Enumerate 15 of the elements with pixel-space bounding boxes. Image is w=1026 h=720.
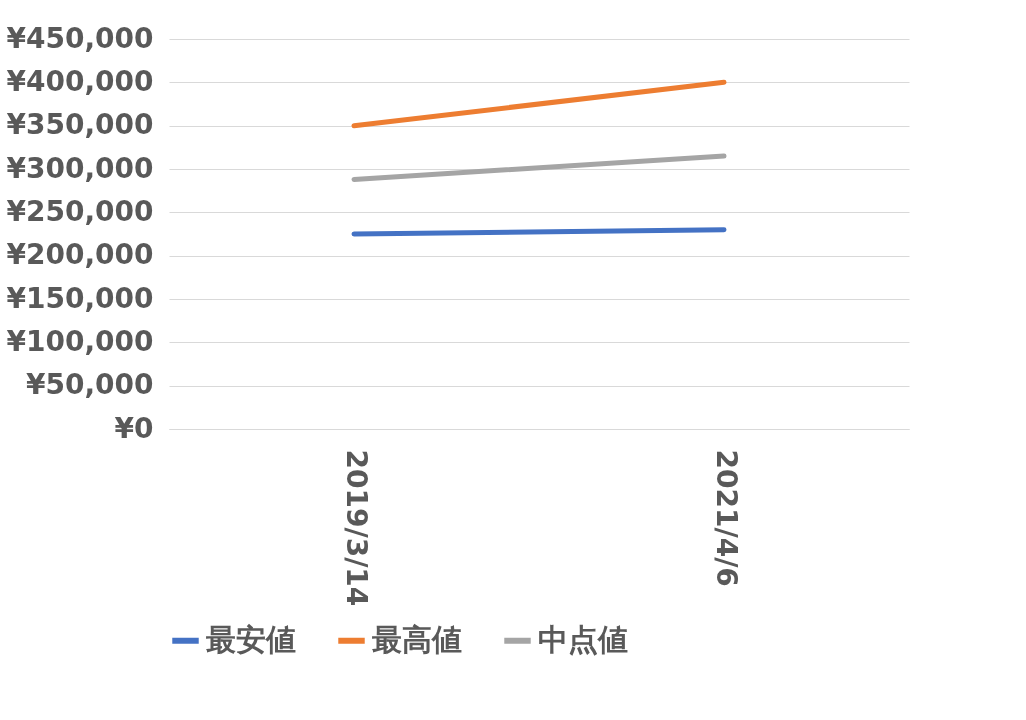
x-tick-label: 2019/3/14 xyxy=(339,449,373,607)
y-tick-label: ¥450,000 xyxy=(6,21,154,55)
y-tick-label: ¥150,000 xyxy=(6,281,154,315)
x-tick-label: 2021/4/6 xyxy=(709,449,743,587)
legend-label: 中点値 xyxy=(538,621,628,657)
y-tick-label: ¥0 xyxy=(114,411,154,445)
y-tick-label: ¥400,000 xyxy=(6,64,154,98)
legend-label: 最高値 xyxy=(372,621,462,657)
y-tick-label: ¥250,000 xyxy=(6,194,154,228)
legend-label: 最安値 xyxy=(206,621,296,657)
y-tick-label: ¥300,000 xyxy=(6,151,154,185)
y-tick-label: ¥350,000 xyxy=(6,108,154,142)
y-tick-label: ¥200,000 xyxy=(6,238,154,272)
y-tick-label: ¥100,000 xyxy=(6,324,154,358)
y-tick-label: ¥50,000 xyxy=(25,368,154,402)
